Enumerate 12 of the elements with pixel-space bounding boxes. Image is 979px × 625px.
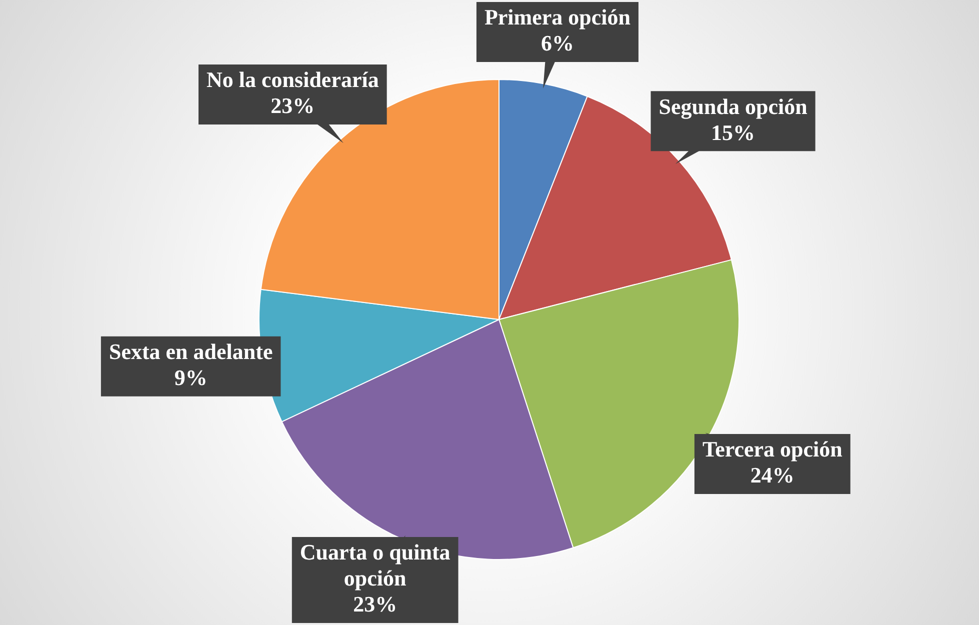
slice-label: Segunda opción bbox=[658, 94, 808, 119]
data-label: 23% bbox=[270, 93, 315, 118]
data-label: 6% bbox=[540, 30, 574, 56]
data-label: 15% bbox=[711, 120, 756, 145]
data-label: 9% bbox=[174, 365, 208, 390]
data-label: 24% bbox=[750, 462, 794, 488]
data-label: 23% bbox=[353, 592, 398, 617]
slice-label: No la consideraría bbox=[206, 67, 379, 92]
slice-label: Cuarta o quinta opción bbox=[300, 540, 450, 591]
slice-label: Primera opción bbox=[484, 4, 630, 30]
slice-label: Sexta en adelante bbox=[108, 339, 273, 364]
slice-label: Tercera opción bbox=[702, 436, 842, 462]
